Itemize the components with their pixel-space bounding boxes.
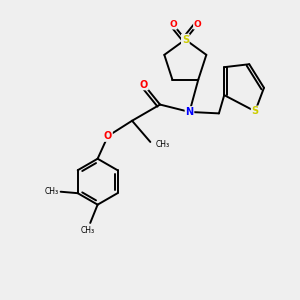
Text: O: O	[140, 80, 148, 89]
Text: S: S	[182, 34, 189, 45]
Text: N: N	[185, 107, 194, 117]
Text: S: S	[252, 106, 259, 116]
Text: CH₃: CH₃	[156, 140, 170, 149]
Text: O: O	[104, 131, 112, 141]
Text: O: O	[169, 20, 177, 29]
Text: CH₃: CH₃	[44, 187, 58, 196]
Text: O: O	[194, 20, 202, 29]
Text: CH₃: CH₃	[81, 226, 95, 236]
